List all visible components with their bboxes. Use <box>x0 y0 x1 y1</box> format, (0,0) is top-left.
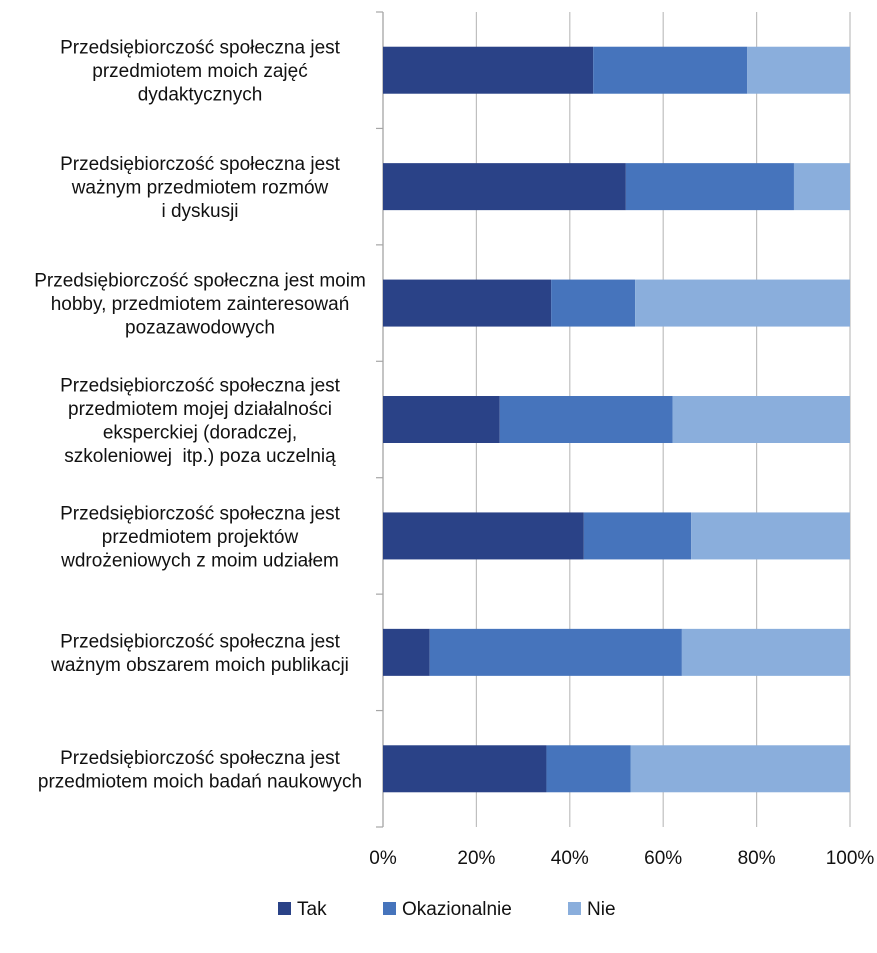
bar-segment-okazionalnie <box>625 163 794 211</box>
bar-segment-tak <box>383 396 500 443</box>
bar-segment-okazionalnie <box>499 396 673 443</box>
category-label-line: Przedsiębiorczość społeczna jest <box>60 375 341 396</box>
bar-segment-nie <box>747 46 850 94</box>
category-label-line: Przedsiębiorczość społeczna jest moim <box>34 271 366 292</box>
x-tick-label: 80% <box>738 848 776 869</box>
category-label-line: pozazawodowych <box>125 318 275 339</box>
category-label-line: przedmiotem projektów <box>102 527 299 548</box>
category-label-line: Przedsiębiorczość społeczna jest <box>60 38 341 59</box>
legend-label-nie: Nie <box>587 899 616 920</box>
category-label-line: Przedsiębiorczość społeczna jest <box>60 748 341 769</box>
x-tick-label: 100% <box>826 848 875 869</box>
x-tick-label: 60% <box>644 848 682 869</box>
category-label: Przedsiębiorczość społeczna jest przedmio… <box>60 503 341 571</box>
legend-label-okazionalnie: Okazionalnie <box>402 899 512 920</box>
legend-swatch-nie <box>568 902 581 915</box>
category-label-line: dydaktycznych <box>138 85 263 106</box>
category-label-line: szkoleniowej itp.) poza uczelnią <box>64 446 336 467</box>
bar-segment-tak <box>383 46 594 94</box>
category-label-line: i dyskusji <box>161 201 238 222</box>
category-label-line: Przedsiębiorczość społeczna jest <box>60 154 341 175</box>
category-label-line: przedmiotem moich badań naukowych <box>38 772 362 793</box>
bar-segment-nie <box>691 512 850 560</box>
category-label-line: Przedsiębiorczość społeczna jest <box>60 632 341 653</box>
legend-swatch-tak <box>278 902 291 915</box>
category-label-line: hobby, przedmiotem zainteresowań <box>51 294 350 315</box>
bar-segment-tak <box>383 163 626 211</box>
category-label-line: eksperckiej (doradczej, <box>103 422 297 443</box>
bar-segment-okazionalnie <box>546 745 631 793</box>
bar-segment-nie <box>635 279 850 327</box>
x-tick-label: 0% <box>369 848 397 869</box>
legend-swatch-okazionalnie <box>383 902 396 915</box>
bar-segment-tak <box>383 628 430 676</box>
bar-segment-nie <box>630 745 850 793</box>
bar-segment-nie <box>793 163 850 211</box>
category-label-line: Przedsiębiorczość społeczna jest <box>60 503 341 524</box>
category-label: Przedsiębiorczość społeczna jest przedmio… <box>60 38 341 106</box>
category-label-line: wdrożeniowych z moim udziałem <box>60 550 339 571</box>
category-label: Przedsiębiorczość społeczna jest przedmio… <box>38 748 362 793</box>
category-label: Przedsiębiorczość społeczna jest ważnym o… <box>50 632 349 677</box>
x-tick-label: 40% <box>551 848 589 869</box>
legend-label-tak: Tak <box>297 899 327 920</box>
category-label-line: ważnym obszarem moich publikacji <box>50 655 349 676</box>
category-label: Przedsiębiorczość społeczna jest przedmio… <box>60 375 341 467</box>
bar-segment-tak <box>383 279 552 327</box>
bar-segment-okazionalnie <box>583 512 692 560</box>
bar-segment-tak <box>383 745 547 793</box>
bar-segment-tak <box>383 512 584 560</box>
x-tick-label: 20% <box>457 848 495 869</box>
bar-segment-okazionalnie <box>593 46 748 94</box>
bar-segment-nie <box>672 396 850 443</box>
category-label: Przedsiębiorczość społeczna jest ważnym p… <box>60 154 341 222</box>
bar-segment-nie <box>681 628 850 676</box>
bar-segment-okazionalnie <box>429 628 682 676</box>
category-label-line: ważnym przedmiotem rozmów <box>71 178 329 199</box>
category-label: Przedsiębiorczość społeczna jest moim hob… <box>34 271 366 339</box>
bar-segment-okazionalnie <box>551 279 636 327</box>
category-label-line: przedmiotem moich zajęć <box>92 61 307 82</box>
category-label-line: przedmiotem mojej działalności <box>68 399 332 420</box>
